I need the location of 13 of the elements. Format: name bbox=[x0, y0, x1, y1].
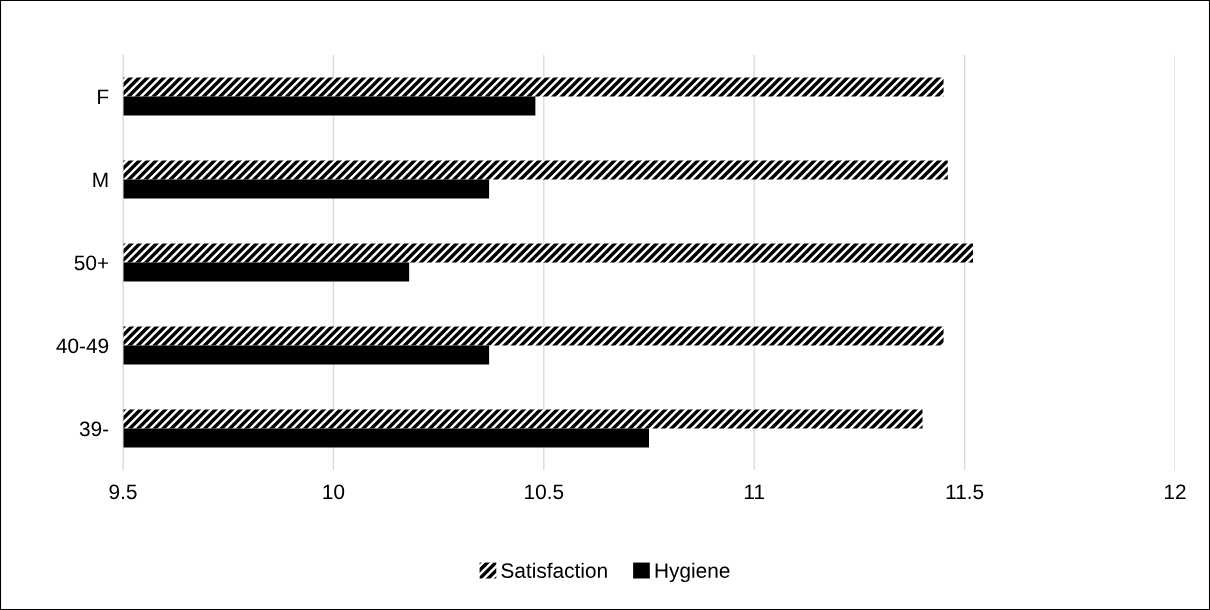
x-tick-label: 10.5 bbox=[525, 484, 564, 500]
x-tick-label: 12 bbox=[1165, 484, 1186, 499]
y-tick-label: 40-49 bbox=[56, 338, 109, 354]
legend-label: Satisfaction bbox=[501, 562, 607, 578]
y-tick-label: 39- bbox=[79, 421, 109, 437]
x-tick-label: 10 bbox=[323, 484, 345, 500]
x-tick-label: 11.5 bbox=[946, 484, 984, 500]
y-tick-label: F bbox=[98, 89, 109, 105]
x-tick-label: 9.5 bbox=[109, 484, 137, 500]
legend-label: Hygiene bbox=[655, 562, 730, 583]
y-tick-label: 50+ bbox=[74, 255, 109, 271]
y-tick-label: M bbox=[93, 172, 108, 188]
x-tick-label: 11 bbox=[744, 484, 764, 499]
